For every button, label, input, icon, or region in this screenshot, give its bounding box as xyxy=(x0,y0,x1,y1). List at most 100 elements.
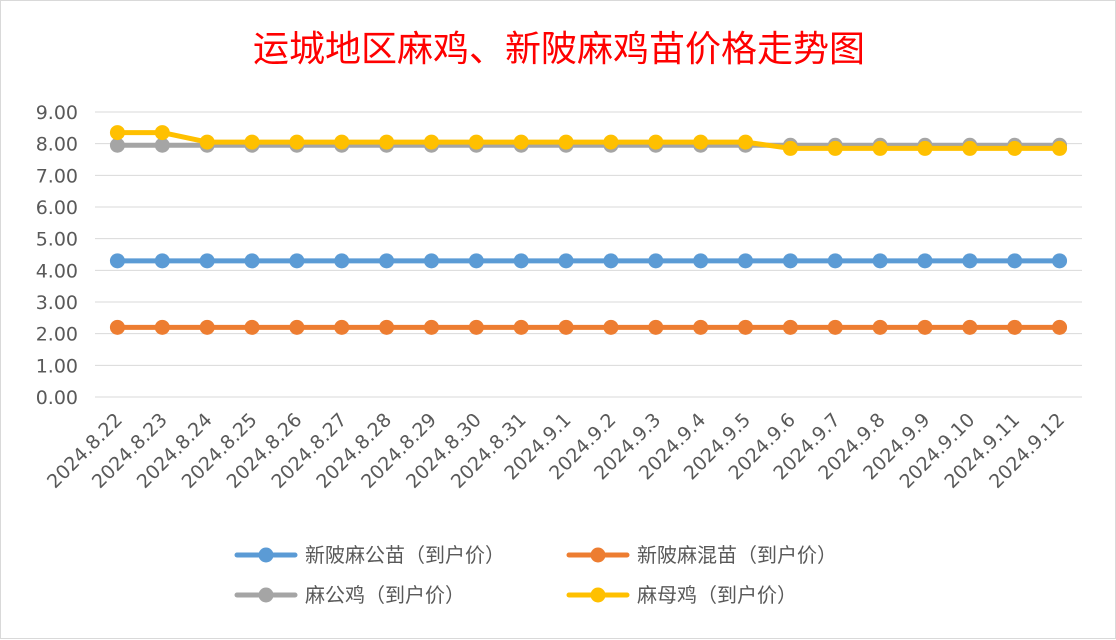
data-point xyxy=(827,319,843,335)
data-point xyxy=(1052,319,1068,335)
data-point xyxy=(872,140,888,156)
data-point xyxy=(244,134,260,150)
data-point xyxy=(154,253,170,269)
data-point xyxy=(109,137,125,153)
data-point xyxy=(603,134,619,150)
data-point xyxy=(693,319,709,335)
legend-item: 新陂麻混苗（到户价） xyxy=(566,543,837,567)
data-point xyxy=(379,253,395,269)
data-point xyxy=(1007,140,1023,156)
data-point xyxy=(423,319,439,335)
legend-item: 麻公鸡（到户价） xyxy=(234,583,465,607)
data-point xyxy=(558,134,574,150)
data-point xyxy=(423,134,439,150)
legend-marker xyxy=(590,547,606,563)
y-tick-label: 7.00 xyxy=(36,165,78,187)
legend-label: 麻公鸡（到户价） xyxy=(305,583,465,607)
data-point xyxy=(962,140,978,156)
data-point xyxy=(154,137,170,153)
data-point xyxy=(513,319,529,335)
data-point xyxy=(782,253,798,269)
data-point xyxy=(872,253,888,269)
data-point xyxy=(962,319,978,335)
gridlines xyxy=(95,111,1082,398)
data-point xyxy=(827,140,843,156)
y-tick-label: 6.00 xyxy=(36,197,78,219)
data-point xyxy=(1052,253,1068,269)
data-point xyxy=(289,319,305,335)
data-point xyxy=(334,253,350,269)
data-point xyxy=(738,134,754,150)
data-point xyxy=(468,134,484,150)
y-axis-ticks: 0.00 1.00 2.00 3.00 4.00 5.00 6.00 7.00 8.00 9.00 xyxy=(36,102,78,409)
x-axis-ticks: 2024.8.222024.8.232024.8.242024.8.252024… xyxy=(43,409,1069,493)
y-tick-label: 5.00 xyxy=(36,229,78,251)
series-4 xyxy=(109,125,1068,156)
legend-marker xyxy=(258,547,274,563)
data-point xyxy=(109,125,125,141)
legend-label: 新陂麻混苗（到户价） xyxy=(637,543,837,567)
data-point xyxy=(513,253,529,269)
y-tick-label: 0.00 xyxy=(36,387,78,409)
legend-label: 麻母鸡（到户价） xyxy=(637,583,797,607)
legend: 新陂麻公苗（到户价） 新陂麻混苗（到户价） 麻公鸡（到户价） 麻母鸡（到户价） xyxy=(234,543,837,607)
y-tick-label: 8.00 xyxy=(36,134,78,156)
data-point xyxy=(334,134,350,150)
data-point xyxy=(827,253,843,269)
data-point xyxy=(648,253,664,269)
series-1 xyxy=(109,253,1068,269)
data-point xyxy=(558,319,574,335)
y-tick-label: 9.00 xyxy=(36,102,78,124)
data-point xyxy=(917,253,933,269)
data-point xyxy=(334,319,350,335)
y-tick-label: 2.00 xyxy=(36,324,78,346)
data-point xyxy=(782,319,798,335)
data-point xyxy=(648,134,664,150)
data-point xyxy=(468,319,484,335)
data-point xyxy=(379,134,395,150)
data-point xyxy=(558,253,574,269)
series-2 xyxy=(109,319,1068,335)
data-point xyxy=(154,319,170,335)
data-point xyxy=(109,253,125,269)
data-point xyxy=(244,253,260,269)
data-point xyxy=(782,140,798,156)
data-point xyxy=(379,319,395,335)
data-point xyxy=(1052,140,1068,156)
data-point xyxy=(199,319,215,335)
data-point xyxy=(917,319,933,335)
data-point xyxy=(423,253,439,269)
legend-marker xyxy=(258,587,274,603)
legend-item: 麻母鸡（到户价） xyxy=(566,583,797,607)
data-point xyxy=(154,125,170,141)
legend-item: 新陂麻公苗（到户价） xyxy=(234,543,505,567)
legend-label: 新陂麻公苗（到户价） xyxy=(305,543,505,567)
data-point xyxy=(289,134,305,150)
data-point xyxy=(962,253,978,269)
data-point xyxy=(513,134,529,150)
data-point xyxy=(648,319,664,335)
data-point xyxy=(603,319,619,335)
y-tick-label: 4.00 xyxy=(36,260,78,282)
y-tick-label: 3.00 xyxy=(36,292,78,314)
y-tick-label: 1.00 xyxy=(36,355,78,377)
data-point xyxy=(917,140,933,156)
data-point xyxy=(289,253,305,269)
data-point xyxy=(738,253,754,269)
legend-marker xyxy=(590,587,606,603)
series-line xyxy=(114,130,1063,151)
data-point xyxy=(603,253,619,269)
data-point xyxy=(199,253,215,269)
data-point xyxy=(693,253,709,269)
data-point xyxy=(199,134,215,150)
data-point xyxy=(244,319,260,335)
data-point xyxy=(872,319,888,335)
chart-title: 运城地区麻鸡、新陂麻鸡苗价格走势图 xyxy=(253,29,865,70)
data-point xyxy=(468,253,484,269)
data-point xyxy=(693,134,709,150)
data-point xyxy=(1007,253,1023,269)
data-point xyxy=(1007,319,1023,335)
series-group xyxy=(109,125,1068,335)
data-point xyxy=(109,319,125,335)
